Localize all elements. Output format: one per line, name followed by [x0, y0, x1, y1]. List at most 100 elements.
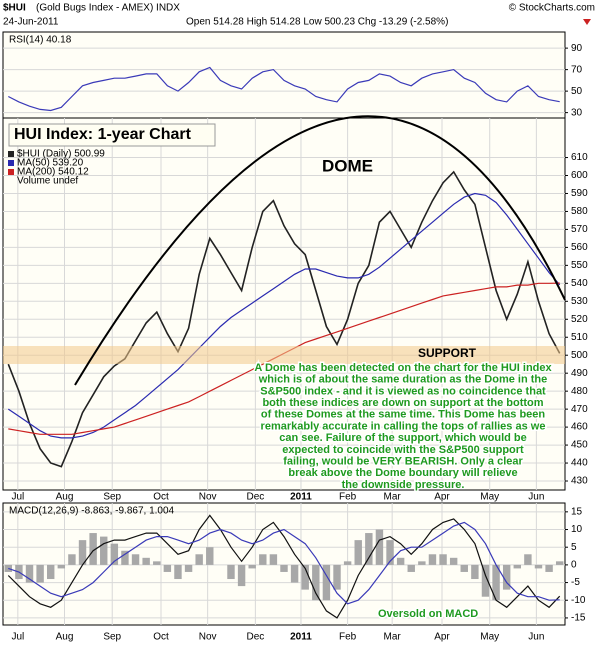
y-tick-label: 570	[571, 224, 588, 235]
y-tick-label: 530	[571, 296, 588, 307]
support-label: SUPPORT	[418, 346, 477, 360]
x-tick-label: Jul	[11, 492, 24, 503]
x-tick-label: Jul	[11, 632, 24, 643]
panel-label: MACD(12,26,9) -8.863, -9.867, 1.004	[9, 506, 175, 517]
legend-entry: MA(50) 539.20	[17, 158, 84, 169]
legend-entry: Volume undef	[17, 176, 78, 187]
y-tick-label: 490	[571, 368, 588, 379]
y-tick-label: -15	[571, 613, 586, 624]
histogram-bar	[343, 561, 352, 565]
title-box	[8, 123, 216, 147]
histogram-bar	[121, 550, 129, 565]
panel	[2, 502, 566, 626]
histogram-bar	[471, 564, 479, 580]
histogram-bar	[184, 564, 193, 572]
histogram-bar	[206, 547, 214, 565]
histogram-bar	[259, 554, 267, 565]
series-line	[8, 521, 560, 605]
x-tick-label: Dec	[246, 632, 264, 643]
annotation-line: A Dome has been detected on the chart fo…	[254, 362, 552, 374]
histogram-bar	[142, 557, 150, 565]
histogram-bar	[312, 564, 320, 601]
histogram-bar	[174, 564, 182, 580]
histogram-bar	[280, 564, 288, 572]
annotation-line: which is of about the same duration as t…	[258, 374, 547, 386]
histogram-bar	[36, 564, 44, 583]
x-tick-label: Sep	[103, 632, 121, 643]
histogram-bar	[524, 554, 532, 565]
histogram-bar	[78, 540, 87, 565]
histogram-bar	[439, 554, 447, 565]
histogram-bar	[227, 564, 235, 580]
x-tick-label: Apr	[434, 632, 450, 643]
y-tick-label: 50	[571, 86, 583, 97]
y-tick-label: 70	[571, 64, 583, 75]
y-tick-label: 510	[571, 332, 588, 343]
dome-label: DOME	[322, 156, 373, 175]
histogram-bar	[195, 554, 203, 565]
x-tick-label: May	[480, 492, 499, 503]
y-tick-label: 430	[571, 476, 588, 487]
histogram-bar	[534, 564, 543, 569]
y-tick-label: 440	[571, 458, 588, 469]
x-tick-label: Apr	[434, 492, 450, 503]
x-tick-label: Aug	[56, 492, 74, 503]
panel	[2, 117, 566, 491]
legend-entry: $HUI (Daily) 500.99	[17, 149, 105, 160]
y-tick-label: 90	[571, 43, 583, 54]
histogram-bar	[25, 564, 34, 583]
histogram-bar	[269, 554, 278, 565]
x-tick-label: Oct	[153, 632, 169, 643]
symbol: $HUI	[3, 3, 26, 14]
y-tick-label: 470	[571, 404, 588, 415]
y-tick-label: 500	[571, 350, 588, 361]
symbol-name: (Gold Bugs Index - AMEX) INDX	[36, 3, 180, 14]
x-tick-label: Nov	[199, 492, 217, 503]
x-tick-label: May	[480, 632, 499, 643]
histogram-bar	[47, 564, 55, 580]
y-tick-label: 580	[571, 206, 588, 217]
histogram-bar	[396, 557, 405, 565]
x-tick-label: Mar	[384, 492, 402, 503]
histogram-bar	[492, 564, 500, 601]
y-tick-label: 590	[571, 188, 588, 199]
chart-title: HUI Index: 1-year Chart	[14, 126, 192, 143]
histogram-bar	[57, 564, 66, 569]
x-tick-label: Sep	[103, 492, 121, 503]
series-line	[7, 514, 561, 619]
y-tick-label: 0	[571, 560, 577, 571]
x-tick-label: Oct	[153, 492, 169, 503]
y-tick-label: -5	[571, 577, 580, 588]
y-tick-label: 30	[571, 107, 583, 118]
annotation-line: both these indices are down on support a…	[262, 397, 543, 409]
histogram-bar	[460, 564, 468, 572]
histogram-bar	[481, 564, 490, 597]
annotation-line: S&P500 index - and it is viewed as no co…	[260, 385, 546, 397]
annotation-line: the downside pressure.	[342, 479, 465, 491]
y-tick-label: 5	[571, 542, 577, 553]
histogram-bar	[449, 557, 458, 565]
dome-curve	[74, 115, 566, 386]
y-tick-label: 450	[571, 440, 588, 451]
date: 24-Jun-2011	[3, 17, 59, 28]
histogram-bar	[333, 564, 341, 590]
y-tick-label: 550	[571, 260, 588, 271]
annotation-line: of these Domes at the same time. This Do…	[261, 409, 546, 421]
annotation-line: can see. Failure of the support, which w…	[279, 432, 527, 444]
annotation-line: remarkably accurate in calling the tops …	[261, 420, 546, 432]
y-tick-label: -10	[571, 595, 586, 606]
histogram-bar	[163, 564, 172, 572]
x-tick-label: 2011	[290, 632, 312, 643]
y-tick-label: 610	[571, 152, 588, 163]
annotation-line: expected to coincide with the S&P500 sup…	[282, 444, 524, 456]
histogram-bar	[375, 529, 384, 565]
x-tick-label: Mar	[384, 632, 402, 643]
legend-swatch	[8, 160, 14, 166]
histogram-bar	[301, 564, 309, 590]
down-arrow	[583, 19, 591, 25]
y-tick-label: 15	[571, 506, 583, 517]
legend-entry: MA(200) 540.12	[17, 167, 89, 178]
quote: Open 514.28 High 514.28 Low 500.23 Chg -…	[186, 17, 448, 28]
histogram-bar	[365, 533, 373, 565]
x-tick-label: Feb	[339, 492, 357, 503]
